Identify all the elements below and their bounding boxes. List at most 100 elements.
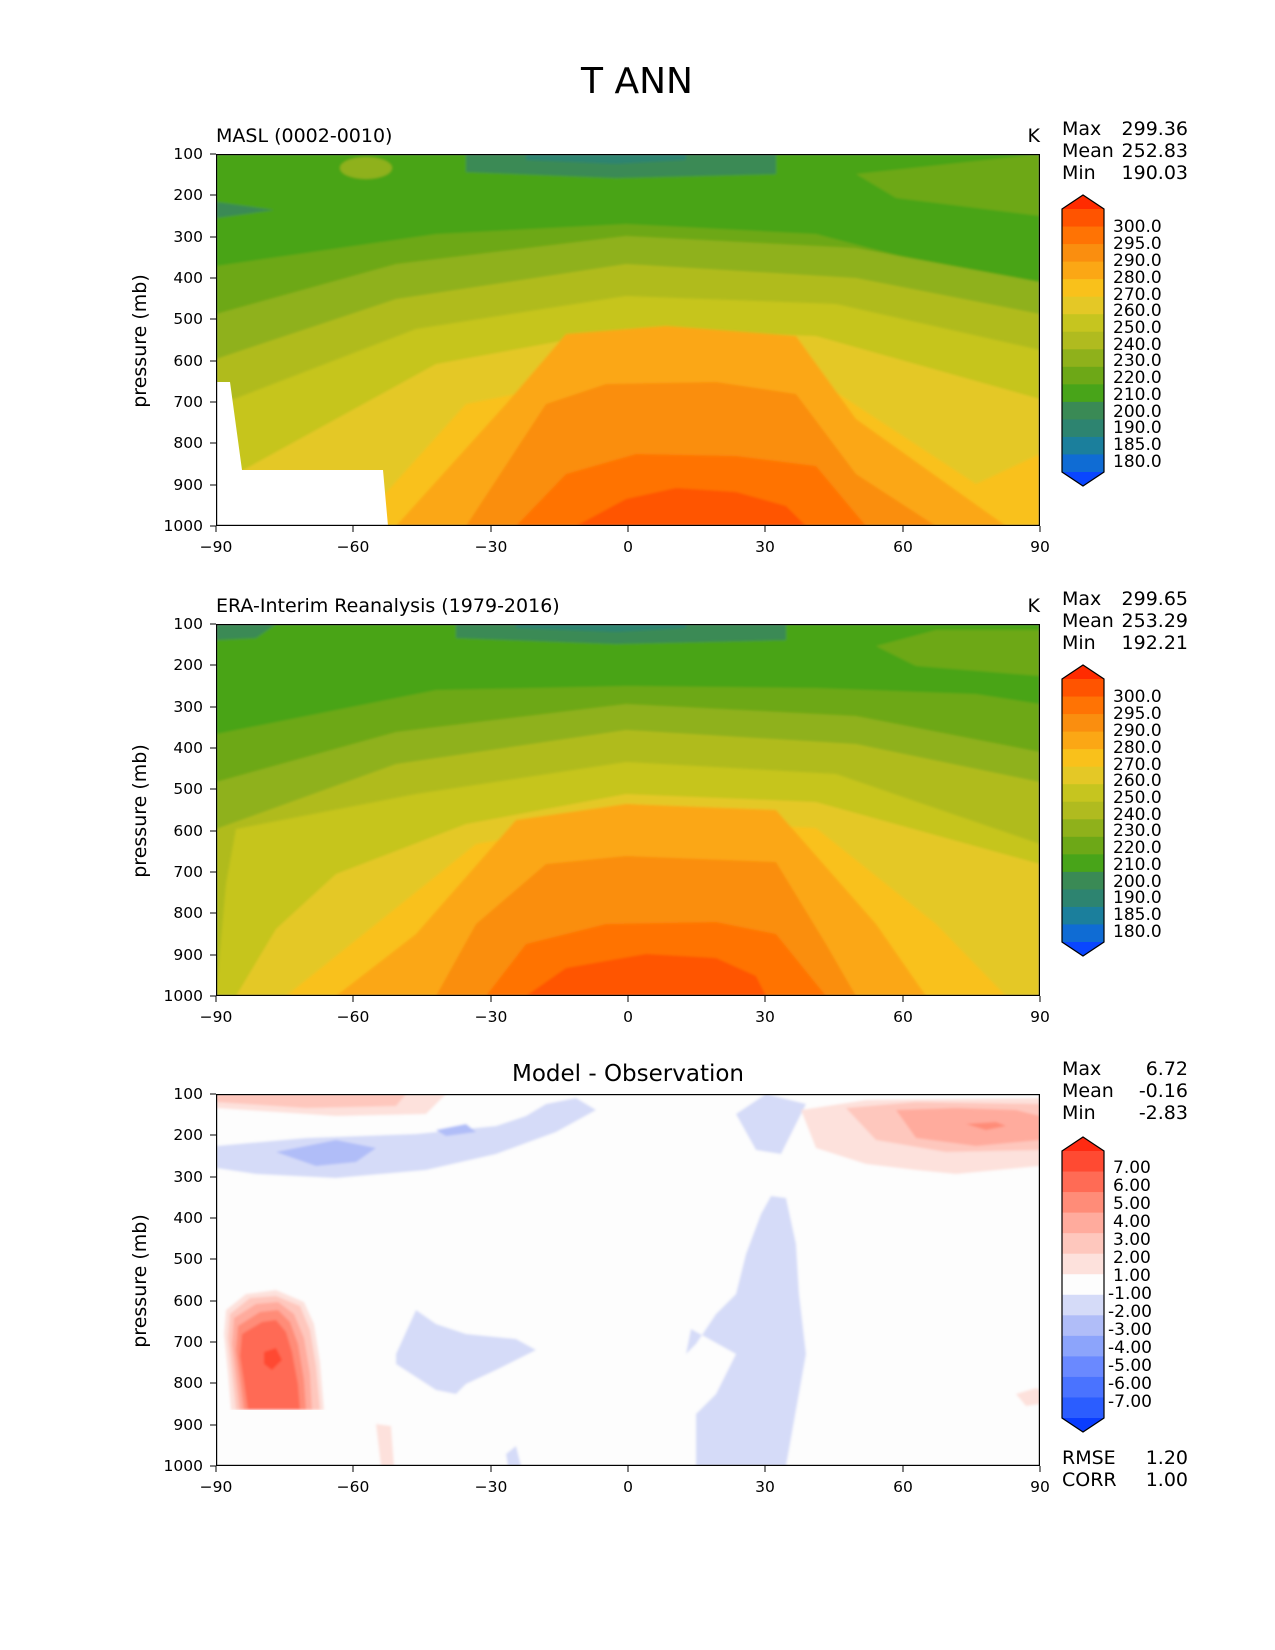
colorbar-label: 220.0 <box>1113 368 1162 388</box>
panel-title: Model - Observation <box>512 1061 744 1087</box>
colorbar-swatch <box>1062 1212 1104 1234</box>
colorbar-swatch <box>1062 331 1104 350</box>
colorbar-swatch <box>1062 419 1104 438</box>
colorbar-swatch <box>1062 731 1104 750</box>
colorbar: 300.0 295.0 290.0 280.0 270.0 260.0 250.… <box>1061 664 1162 957</box>
stats-box: Max 299.36 Mean 252.83 Min 190.03 <box>1062 118 1188 184</box>
colorbar-label: 200.0 <box>1113 402 1162 422</box>
stat-label: Mean <box>1062 610 1114 632</box>
colorbar-swatch <box>1062 472 1104 486</box>
x-tick-label: 0 <box>623 1478 633 1496</box>
y-tick-label: 900 <box>173 946 203 964</box>
colorbar-label: 220.0 <box>1113 838 1162 858</box>
colorbar-label: 300.0 <box>1113 687 1162 707</box>
units-label: K <box>1028 125 1041 147</box>
colorbar-swatch <box>1062 279 1104 298</box>
y-tick-label: 800 <box>173 904 203 922</box>
colorbar-label: 290.0 <box>1113 721 1162 741</box>
colorbar-swatch <box>1062 1192 1104 1214</box>
colorbar-swatch <box>1062 1137 1104 1151</box>
y-tick-label: 100 <box>173 615 203 633</box>
colorbar-label: -2.00 <box>1108 1302 1152 1322</box>
stat-value: 299.36 <box>1122 118 1188 140</box>
colorbar-swatch <box>1062 819 1104 838</box>
colorbar-label: 240.0 <box>1113 805 1162 825</box>
metric-value: 1.00 <box>1146 1469 1188 1491</box>
y-tick-label: 300 <box>173 698 203 716</box>
y-tick-label: 600 <box>173 822 203 840</box>
y-tick-label: 600 <box>173 1292 203 1310</box>
stat-label: Mean <box>1062 140 1114 162</box>
stat-label: Max <box>1062 1058 1101 1080</box>
colorbar-swatch <box>1062 1294 1104 1316</box>
colorbar-swatch <box>1062 1356 1104 1378</box>
colorbar-swatch <box>1062 366 1104 385</box>
x-tick-label: −90 <box>200 1008 233 1026</box>
colorbar-label: 4.00 <box>1113 1212 1151 1232</box>
colorbar-label: 190.0 <box>1113 888 1162 908</box>
stat-label: Min <box>1062 1102 1096 1124</box>
y-tick-label: 500 <box>173 1250 203 1268</box>
colorbar-swatch <box>1062 1274 1104 1296</box>
colorbar-label: 230.0 <box>1113 351 1162 371</box>
colorbar-swatch <box>1062 226 1104 245</box>
x-tick-label: 30 <box>755 1008 775 1026</box>
x-tick-label: 90 <box>1030 538 1050 556</box>
colorbar-swatch <box>1062 679 1104 698</box>
x-tick-label: 90 <box>1030 1478 1050 1496</box>
colorbar: 7.00 6.00 5.00 4.00 3.00 2.00 1.00 -1.00… <box>1061 1136 1152 1433</box>
colorbar-label: 280.0 <box>1113 738 1162 758</box>
y-tick-label: 900 <box>173 1416 203 1434</box>
colorbar-swatch <box>1062 714 1104 733</box>
colorbar-label: 5.00 <box>1113 1194 1151 1214</box>
colorbar-label: 190.0 <box>1113 418 1162 438</box>
colorbar-label: 260.0 <box>1113 301 1162 321</box>
colorbar-label: 185.0 <box>1113 905 1162 925</box>
colorbar-swatch <box>1062 349 1104 368</box>
y-tick-label: 300 <box>173 1168 203 1186</box>
colorbar-swatch <box>1062 1335 1104 1357</box>
colorbar-label: 180.0 <box>1113 452 1162 472</box>
colorbar-swatch <box>1062 401 1104 420</box>
y-tick-label: 700 <box>173 863 203 881</box>
colorbar-swatch <box>1062 924 1104 943</box>
y-axis-label: pressure (mb) <box>129 274 151 408</box>
y-tick-label: 100 <box>173 1085 203 1103</box>
metric-value: 1.20 <box>1146 1447 1188 1469</box>
colorbar-label: 295.0 <box>1113 234 1162 254</box>
y-tick-label: 500 <box>173 780 203 798</box>
colorbar-swatch <box>1062 696 1104 715</box>
y-tick-label: 100 <box>173 145 203 163</box>
contour-plot <box>216 1094 1040 1466</box>
stat-value: 192.21 <box>1122 632 1188 654</box>
stat-value: 252.83 <box>1122 140 1188 162</box>
colorbar-label: -6.00 <box>1108 1374 1152 1394</box>
contour-plot <box>216 624 1040 996</box>
colorbar-label: 1.00 <box>1113 1266 1151 1286</box>
colorbar-swatch <box>1062 1171 1104 1193</box>
panel-title: ERA-Interim Reanalysis (1979-2016) <box>216 595 560 617</box>
colorbar-label: -3.00 <box>1108 1320 1152 1340</box>
stat-value: 253.29 <box>1122 610 1188 632</box>
colorbar-swatch <box>1062 1418 1104 1432</box>
colorbar-label: 200.0 <box>1113 872 1162 892</box>
stat-label: Mean <box>1062 1080 1114 1102</box>
colorbar-label: 295.0 <box>1113 704 1162 724</box>
x-tick-label: 60 <box>893 1008 913 1026</box>
metric-label: CORR <box>1062 1469 1117 1491</box>
colorbar-outline <box>1061 664 1105 957</box>
colorbar-swatch <box>1062 1151 1104 1173</box>
colorbar-swatches <box>1061 664 1105 957</box>
x-tick-label: −60 <box>337 1008 370 1026</box>
colorbar-swatch <box>1062 749 1104 768</box>
colorbar-label: 2.00 <box>1113 1248 1151 1268</box>
figure-title: T ANN <box>580 61 693 102</box>
stat-label: Max <box>1062 118 1101 140</box>
colorbar-swatch <box>1062 384 1104 403</box>
colorbar-swatch <box>1062 1253 1104 1275</box>
x-tick-label: −30 <box>475 538 508 556</box>
contour-plot <box>216 154 1040 526</box>
stat-label: Min <box>1062 632 1096 654</box>
metric-label: RMSE <box>1062 1447 1116 1469</box>
colorbar-swatch <box>1062 195 1104 209</box>
